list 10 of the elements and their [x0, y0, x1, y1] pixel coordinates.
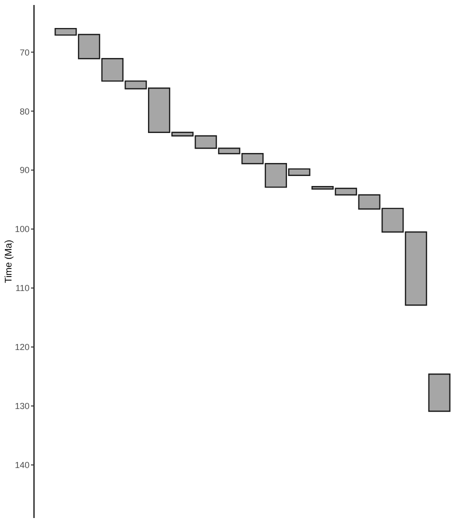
y-tick-label: 80	[20, 106, 30, 116]
y-tick-label: 140	[14, 460, 30, 470]
y-tick-label: 90	[20, 165, 30, 176]
y-tick-label: 100	[14, 224, 30, 234]
y-tick-label: 70	[20, 47, 30, 58]
y-tick-label: 110	[15, 283, 30, 294]
bar	[428, 374, 450, 412]
y-axis-title: Time (Ma)	[4, 240, 14, 284]
y-tick-label: 120	[14, 342, 30, 352]
y-tick-label: 130	[14, 401, 30, 412]
